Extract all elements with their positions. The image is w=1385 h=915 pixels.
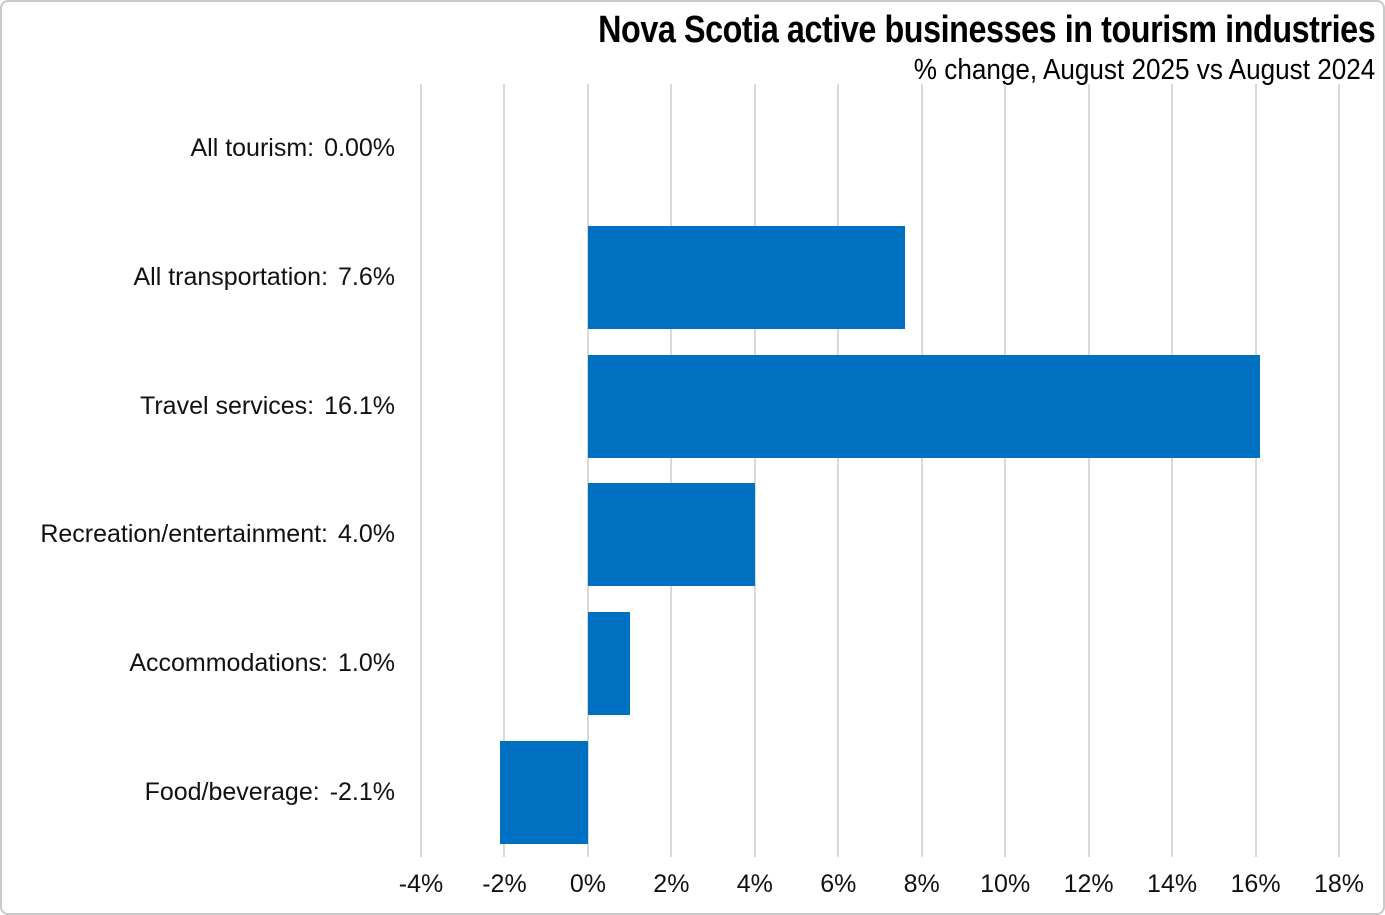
gridline--4pct [420,84,422,857]
bar-travel-services [587,354,1260,458]
x-tick-12pct: 12% [1063,870,1114,898]
x-tick-18pct: 18% [1313,870,1365,898]
gridline-10pct [1004,84,1007,857]
category-label-food-beverage: Food/beverage: -2.1% [2,728,395,857]
plot-area [420,84,1340,857]
title-block: Nova Scotia active businesses in tourism… [461,9,1376,87]
bar-recreation-entertainment [587,483,755,587]
category-label-all-tourism: All tourism: 0.00% [2,84,395,213]
gridline-14pct [1171,84,1174,857]
gridline-12pct [1087,84,1090,857]
category-value: 7.6% [338,262,395,291]
category-value: 0.00% [324,133,395,162]
category-label-accommodations: Accommodations: 1.0% [2,599,395,728]
category-value: 4.0% [338,520,395,549]
category-value: 1.0% [338,649,395,678]
category-name: Food/beverage: [144,778,320,807]
category-label-recreation-entertainment: Recreation/entertainment: 4.0% [2,471,395,600]
category-value: -2.1% [329,778,395,807]
x-tick-16pct: 16% [1230,870,1281,898]
category-name: Travel services: [140,391,315,420]
category-value: 16.1% [324,391,395,420]
gridline-18pct [1338,84,1340,857]
gridline-16pct [1254,84,1257,857]
chart-title: Nova Scotia active businesses in tourism… [597,9,1376,51]
category-name: Recreation/entertainment: [40,520,329,549]
category-name: Accommodations: [129,649,329,678]
bar-food-beverage [500,741,588,845]
gridline--2pct [503,84,506,857]
x-tick--4pct: -4% [398,870,444,898]
gridline-2pct [670,84,673,857]
bar-accommodations [587,612,630,716]
x-tick-6pct: 6% [820,870,857,898]
x-tick-2pct: 2% [653,870,690,898]
x-tick-10pct: 10% [980,870,1031,898]
x-axis: -4% -2% 0% 2% 4% 6% 8% 10% 12% 14% 16% 18% [399,870,1364,906]
x-tick-0pct: 0% [569,870,606,898]
gridline-4pct [753,84,756,857]
gridline-6pct [837,84,840,857]
gridline-8pct [920,84,923,857]
category-labels: All tourism: 0.00% All transportation: 7.6%… [2,84,395,857]
x-tick-4pct: 4% [736,870,773,898]
x-tick-8pct: 8% [903,870,940,898]
category-name: All tourism: [190,133,315,162]
category-name: All transportation: [133,262,329,291]
x-tick--2pct: -2% [482,870,527,898]
x-tick-14pct: 14% [1147,870,1198,898]
chart-subtitle: % change, August 2025 vs August 2024 [913,53,1375,86]
category-label-all-transportation: All transportation: 7.6% [2,213,395,342]
category-label-travel-services: Travel services: 16.1% [2,342,395,471]
bar-all-transportation [587,225,906,329]
gridline-0pct [586,84,589,857]
